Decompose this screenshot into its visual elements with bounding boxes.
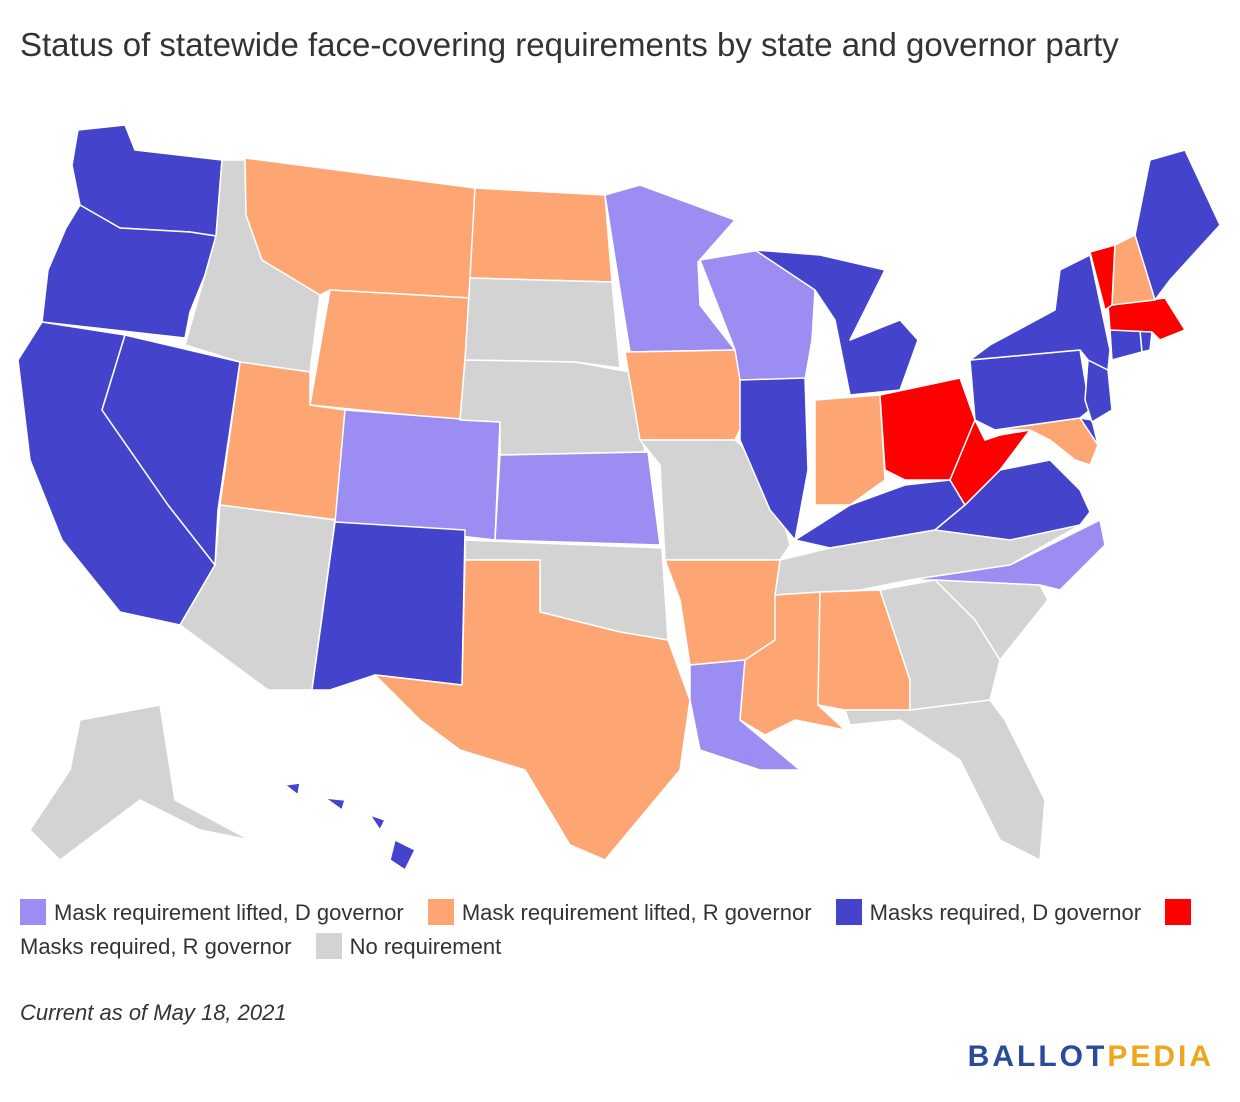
legend-label-required-r: Masks required, R governor — [20, 934, 292, 959]
state-me — [1134, 149, 1221, 301]
logo-part-2: PEDIA — [1107, 1040, 1214, 1073]
legend-item-required-r: Masks required, R governor — [20, 899, 1199, 959]
state-nd — [469, 187, 613, 283]
state-ia — [624, 349, 753, 441]
legend-label-lifted-d: Mask requirement lifted, D governor — [54, 900, 404, 925]
state-nm — [311, 521, 466, 691]
state-fl — [844, 699, 1046, 861]
legend-swatch-required-d — [835, 899, 862, 925]
state-hi — [284, 782, 416, 871]
state-co — [334, 409, 501, 541]
legend-swatch-lifted-r — [427, 899, 454, 925]
us-map — [17, 124, 1221, 871]
map-title: Status of statewide face-covering requir… — [20, 26, 1119, 63]
state-wv — [949, 419, 1031, 506]
state-wy — [309, 289, 471, 421]
legend-item-required-d: Masks required, D governor — [835, 899, 1142, 925]
legend-label-none: No requirement — [349, 934, 502, 959]
legend-swatch-none — [315, 933, 342, 959]
state-mn — [604, 184, 736, 353]
state-in — [814, 394, 886, 506]
state-ri — [1139, 329, 1153, 353]
legend: Mask requirement lifted, D governor Mask… — [20, 896, 1200, 964]
date-note: Current as of May 18, 2021 — [20, 1000, 287, 1025]
legend-item-lifted-d: Mask requirement lifted, D governor — [20, 899, 404, 925]
legend-swatch-lifted-d — [20, 899, 46, 925]
state-mi — [754, 249, 919, 396]
state-ny — [969, 254, 1111, 371]
state-ma — [1107, 297, 1186, 341]
state-ct — [1109, 329, 1143, 361]
legend-label-required-d: Masks required, D governor — [869, 900, 1142, 925]
state-sd — [464, 277, 621, 369]
state-or — [41, 204, 217, 339]
state-nc — [909, 519, 1106, 591]
state-pa — [969, 349, 1091, 431]
legend-item-none: No requirement — [315, 933, 502, 959]
legend-item-lifted-r: Mask requirement lifted, R governor — [427, 899, 812, 925]
state-tx — [374, 559, 691, 861]
logo-part-1: BALLOT — [967, 1040, 1108, 1073]
state-ak — [29, 704, 251, 861]
legend-swatch-required-r — [1165, 899, 1192, 925]
legend-label-lifted-r: Mask requirement lifted, R governor — [461, 900, 812, 925]
state-ks — [494, 451, 661, 546]
ballotpedia-logo: BALLOTPEDIA — [968, 1040, 1214, 1074]
state-de — [1079, 417, 1099, 446]
